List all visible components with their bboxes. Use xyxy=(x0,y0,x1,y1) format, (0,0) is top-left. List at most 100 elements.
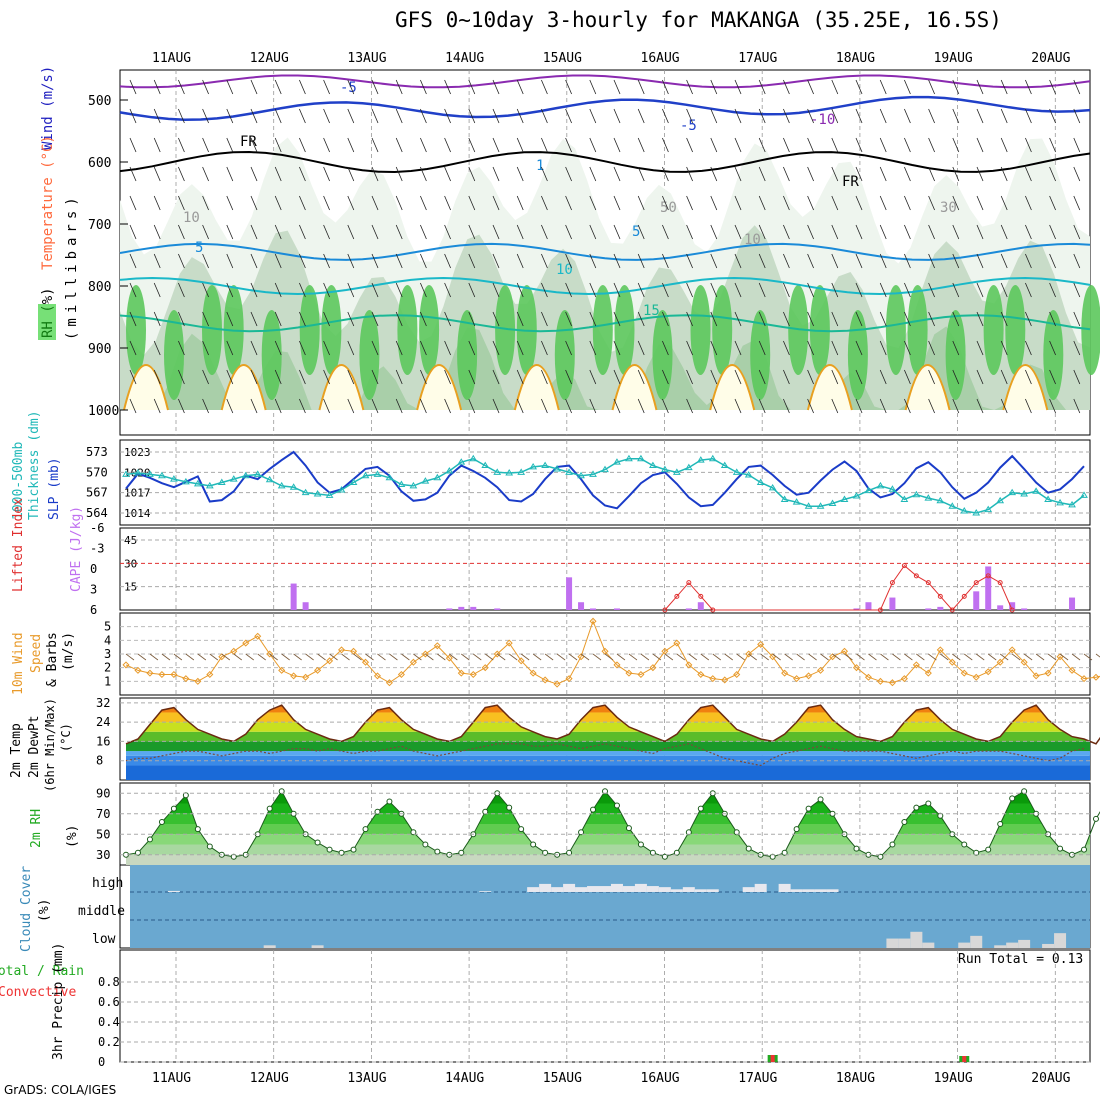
wind-barb xyxy=(1000,311,1008,327)
wind-barb xyxy=(1049,224,1056,240)
thickness-marker xyxy=(888,485,897,492)
wind-barb xyxy=(516,137,524,153)
wind-speed-marker xyxy=(649,664,657,672)
rh-legend-swatch xyxy=(38,304,56,340)
wind-barb xyxy=(516,253,524,269)
wind-barb xyxy=(1000,195,1008,211)
thickness-marker xyxy=(649,461,657,469)
rh-green-plume xyxy=(1005,285,1026,375)
wind-barb-10m xyxy=(784,653,793,661)
wind-barb xyxy=(1025,224,1032,240)
wind-barb xyxy=(153,79,161,95)
wind-speed-marker xyxy=(230,647,238,655)
wind-barb xyxy=(686,79,693,95)
wind-barb xyxy=(371,79,379,95)
wind-barb-10m xyxy=(580,653,590,661)
wind-barb xyxy=(758,166,766,182)
wind-barb-10m xyxy=(940,653,949,661)
cloud-background xyxy=(130,865,1090,948)
temp-color-band xyxy=(125,722,1090,732)
wind-barb xyxy=(831,137,839,153)
precip-convective-bar xyxy=(770,1055,775,1062)
wind-barb xyxy=(178,137,185,153)
wind-barb xyxy=(347,108,355,124)
wind-barb-10m xyxy=(568,653,578,661)
date-label-top: 14AUG xyxy=(445,51,484,66)
wind-barb xyxy=(178,224,185,240)
wind-barb xyxy=(1073,282,1081,298)
wind-speed-marker xyxy=(601,647,609,655)
wind-barb xyxy=(1049,137,1056,153)
wind-barb xyxy=(1049,108,1056,124)
wind-speed-marker xyxy=(517,657,525,665)
wind-barb xyxy=(129,340,137,356)
wind-barb xyxy=(202,398,209,414)
wind-barb xyxy=(613,79,621,95)
cloud-level-label: low xyxy=(92,932,116,947)
wind-barb xyxy=(444,224,451,240)
rh-marker xyxy=(350,846,357,853)
wind-barb xyxy=(153,340,161,356)
wind-barb xyxy=(274,137,282,153)
contour-label: FR xyxy=(842,174,859,190)
wind-speed-marker xyxy=(170,670,178,679)
wind-barb xyxy=(468,398,476,414)
wind-barb xyxy=(976,398,984,414)
wind-barb xyxy=(226,369,234,385)
wind-barb-10m xyxy=(700,653,710,661)
wind-barb xyxy=(783,137,790,153)
rh-marker xyxy=(961,841,968,848)
wind-barb-10m xyxy=(856,653,865,661)
wind-barb xyxy=(855,137,863,153)
wind-barb xyxy=(1073,398,1081,414)
wind-barb xyxy=(468,253,476,269)
wind-barb xyxy=(202,369,209,385)
wind-barb xyxy=(855,224,863,240)
wind-speed-marker xyxy=(314,666,322,674)
wind-barb xyxy=(250,311,258,327)
wind-barb xyxy=(395,108,403,124)
thickness-marker xyxy=(146,470,154,477)
wind-speed-marker xyxy=(1080,675,1088,683)
wind-barb xyxy=(807,79,814,95)
wind-barb xyxy=(153,311,161,327)
rh-marker xyxy=(506,804,513,811)
li-tick-label: 3 xyxy=(90,583,97,597)
wind-barb xyxy=(565,369,572,385)
wind-barb xyxy=(371,224,379,240)
cape-bar xyxy=(697,602,704,610)
wind-barb xyxy=(734,79,742,95)
wind-barb xyxy=(710,224,718,240)
wind-barb xyxy=(492,311,500,327)
wind-barb xyxy=(807,195,814,211)
wind-barb xyxy=(589,224,597,240)
wind-barb xyxy=(613,282,621,298)
rh-marker xyxy=(997,821,1004,827)
wind-barb xyxy=(613,311,621,327)
wind-barb xyxy=(758,311,766,327)
wind-barb xyxy=(734,224,742,240)
wind-barb xyxy=(807,340,814,356)
wind-speed-marker xyxy=(182,675,190,683)
precip-tick-label: 0.2 xyxy=(98,1035,120,1049)
wind-barb xyxy=(468,282,476,298)
rh-marker xyxy=(805,805,812,812)
li-tick-label: 6 xyxy=(90,603,97,617)
wind-barb xyxy=(299,79,306,95)
wind-barb xyxy=(565,282,572,298)
wind-barb xyxy=(879,311,887,327)
rh-marker xyxy=(326,846,333,853)
rh-tick-label: 50 xyxy=(96,827,110,841)
wind-barb-10m xyxy=(401,653,410,661)
wind-barb-10m xyxy=(556,653,566,661)
wind-barb-10m xyxy=(724,653,733,661)
warm-temp-contour xyxy=(1002,364,1049,411)
wind-barb xyxy=(347,282,355,298)
rh-marker xyxy=(697,805,704,812)
wind-barb xyxy=(879,398,887,414)
wind-barb xyxy=(710,398,718,414)
wind-barb xyxy=(468,108,476,124)
cloud-low-bar xyxy=(1006,942,1019,948)
wind-speed-marker xyxy=(888,679,896,687)
wind-barb xyxy=(1049,282,1056,298)
